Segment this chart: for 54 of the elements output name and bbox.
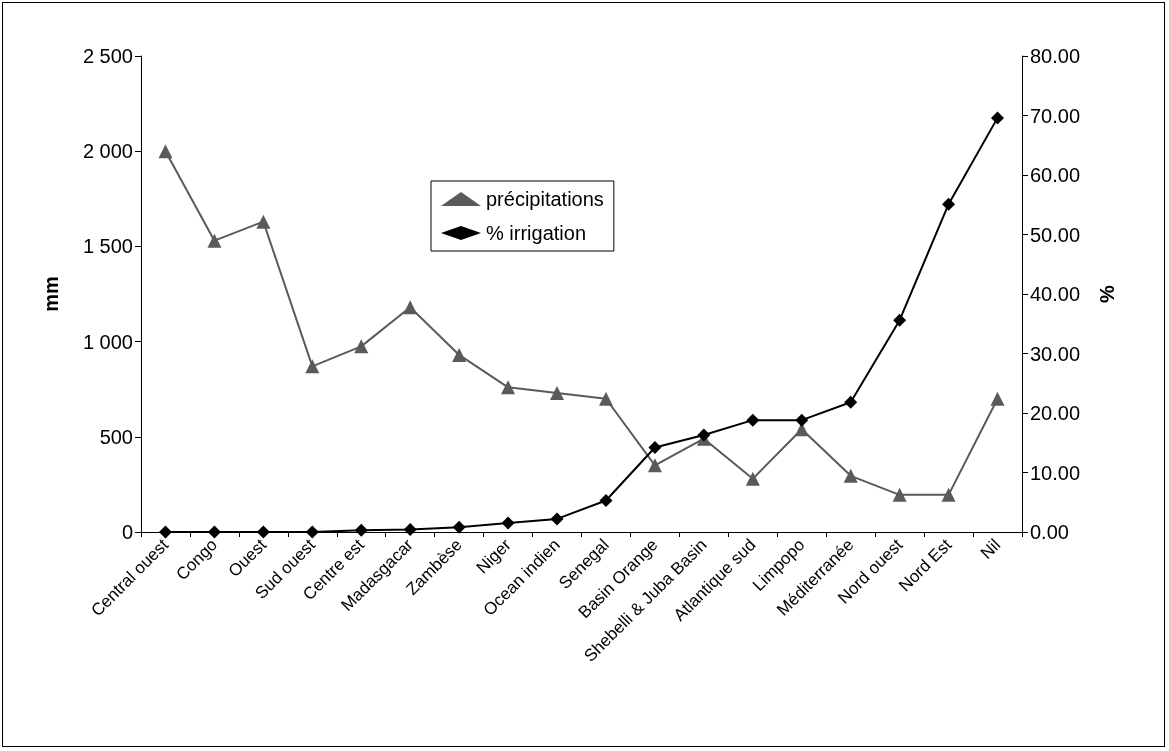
point [354, 339, 369, 354]
point [207, 233, 222, 248]
y2-tick-label: 80.00 [1030, 45, 1081, 67]
point [452, 347, 467, 362]
point [745, 471, 760, 486]
point [697, 428, 711, 442]
point [550, 512, 564, 526]
y2-tick-label: 30.00 [1030, 342, 1081, 365]
legend-label: précipitations [486, 188, 604, 210]
point [844, 395, 858, 409]
y-tick-label: 1 500 [82, 235, 133, 258]
point [843, 468, 858, 483]
point [942, 197, 956, 211]
point [305, 359, 320, 374]
y2-axis-title: % [1096, 284, 1118, 303]
point [256, 214, 271, 229]
point [501, 516, 515, 530]
point [207, 525, 221, 539]
point [647, 458, 662, 473]
point [403, 300, 418, 315]
y-tick-label: 2 500 [82, 45, 133, 67]
point [892, 487, 907, 502]
y-tick-label: 0 [121, 521, 133, 543]
point [598, 391, 613, 406]
point [158, 144, 173, 159]
y2-tick-label: 40.00 [1030, 283, 1081, 305]
y-tick-label: 2 000 [82, 140, 133, 163]
point [501, 380, 516, 395]
y2-tick-label: 0.00 [1030, 521, 1069, 543]
y2-tick-label: 10.00 [1030, 461, 1081, 484]
y-tick-label: 500 [99, 425, 133, 448]
point [941, 487, 956, 502]
point [990, 391, 1005, 406]
point [550, 386, 565, 401]
point [893, 313, 907, 327]
x-tick-label: Nil [976, 535, 1005, 563]
point [305, 525, 319, 539]
point [991, 111, 1005, 125]
point [403, 523, 417, 537]
y-tick-label: 1 000 [82, 330, 133, 353]
y-axis-title: mm [40, 276, 62, 312]
y2-tick-label: 20.00 [1030, 402, 1081, 424]
point [158, 525, 172, 539]
y2-tick-label: 60.00 [1030, 164, 1081, 186]
point [746, 413, 760, 427]
point [452, 520, 466, 534]
y2-tick-label: 50.00 [1030, 223, 1081, 246]
point [354, 523, 368, 537]
legend-label: % irrigation [486, 222, 587, 244]
y2-tick-label: 70.00 [1030, 104, 1081, 127]
point [795, 413, 809, 427]
point [256, 525, 270, 539]
point [599, 493, 613, 507]
point [648, 441, 662, 455]
